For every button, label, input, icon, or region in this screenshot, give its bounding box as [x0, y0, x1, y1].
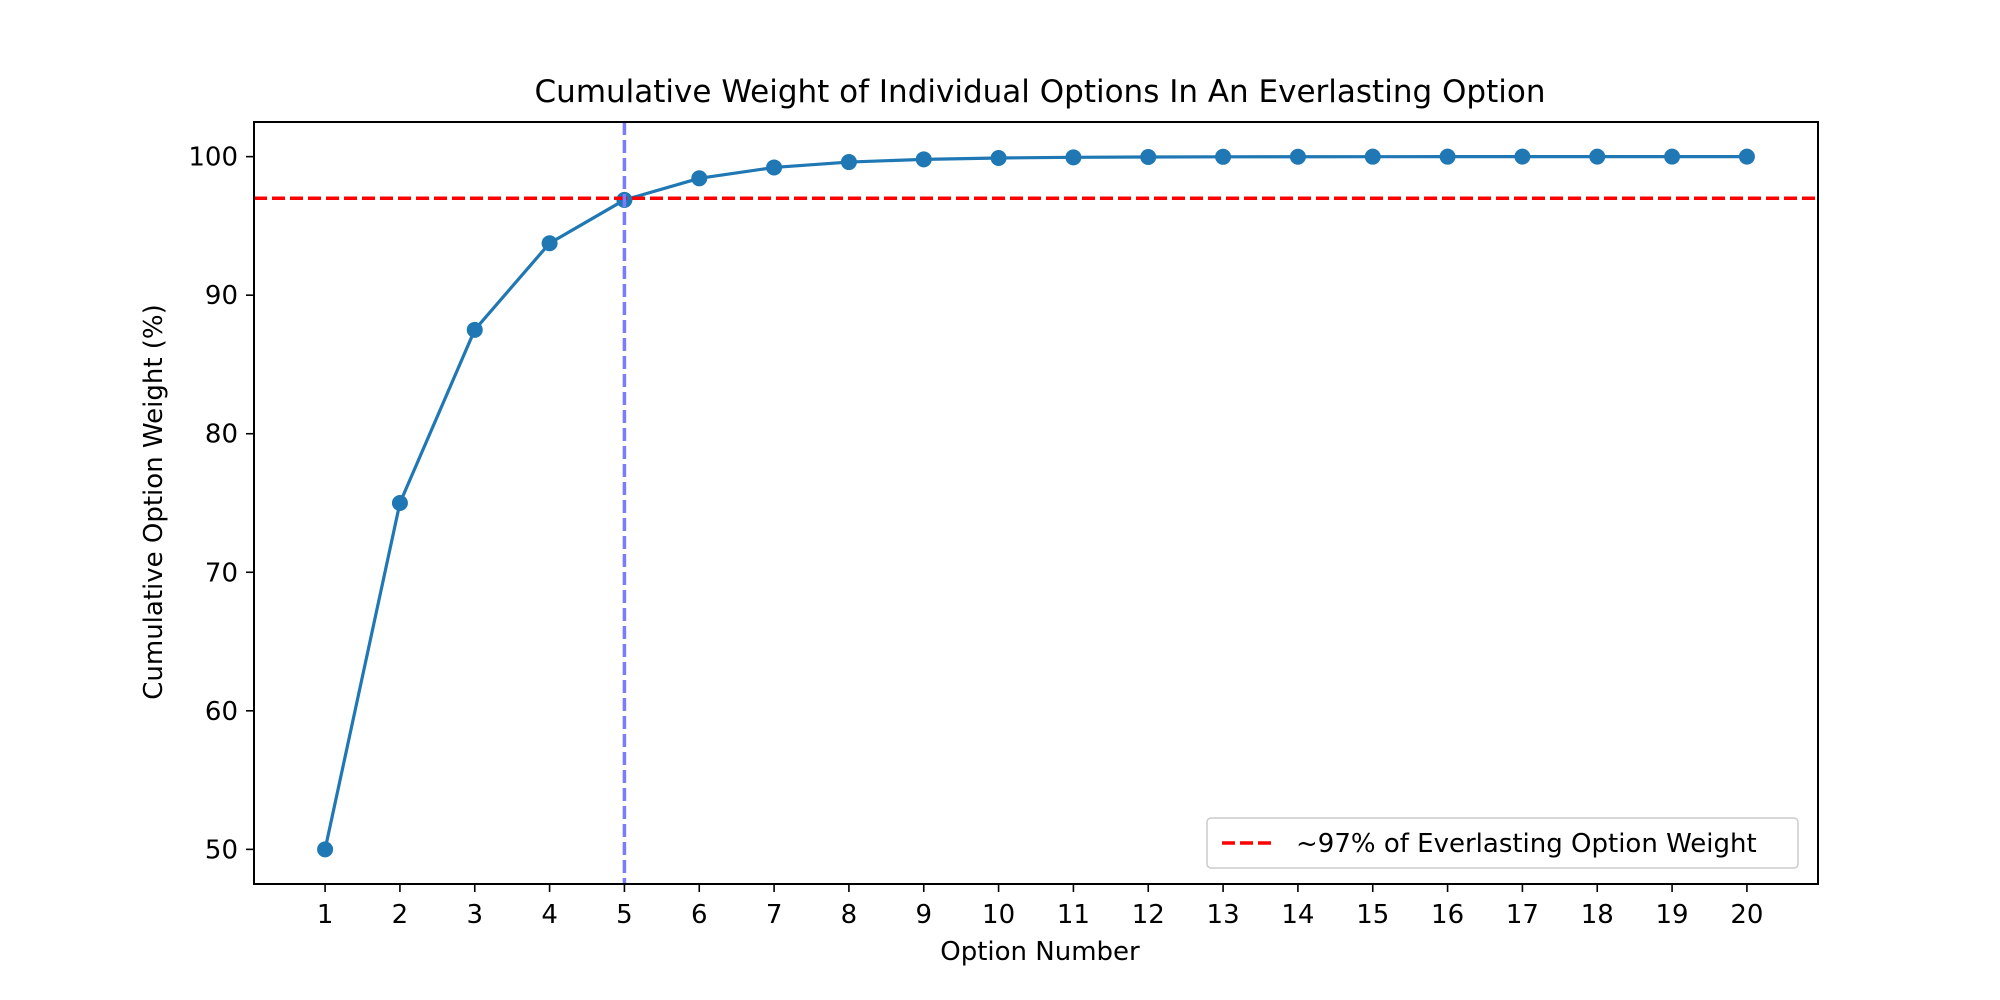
- data-point: [1215, 148, 1232, 165]
- x-tick-label: 1: [317, 900, 334, 930]
- data-point: [1664, 148, 1681, 165]
- data-point: [840, 154, 857, 171]
- x-tick-label: 5: [616, 900, 633, 930]
- x-tick-label: 3: [466, 900, 483, 930]
- data-point: [1589, 148, 1606, 165]
- y-tick-label: 60: [205, 697, 238, 727]
- series-line: [323, 155, 1747, 850]
- y-tick-label: 80: [205, 420, 238, 450]
- x-tick-label: 4: [541, 900, 558, 930]
- x-tick-label: 15: [1356, 900, 1389, 930]
- data-point: [466, 321, 483, 338]
- x-tick-label: 8: [841, 900, 858, 930]
- data-point: [1289, 148, 1306, 165]
- x-tick-label: 17: [1506, 900, 1539, 930]
- data-point: [317, 841, 334, 858]
- data-point: [1439, 148, 1456, 165]
- chart-title: Cumulative Weight of Individual Options …: [535, 74, 1546, 110]
- x-tick-label: 16: [1431, 900, 1464, 930]
- x-tick-label: 6: [691, 900, 708, 930]
- data-point: [766, 159, 783, 176]
- data-point: [1514, 148, 1531, 165]
- axes-frame: [253, 121, 1819, 885]
- y-tick-label: 50: [205, 835, 238, 865]
- data-point: [691, 170, 708, 187]
- plot-area: 1 2 3 4 5 6 7 8 9 10 11 12 13 14 15 16 17 18 19 20506070809…: [188, 121, 1819, 930]
- x-tick-label: 7: [766, 900, 783, 930]
- data-point: [1140, 148, 1157, 165]
- data-point: [541, 235, 558, 252]
- x-tick-label: 11: [1057, 900, 1090, 930]
- x-tick-label: 13: [1207, 900, 1240, 930]
- y-axis-label: Cumulative Option Weight (%): [139, 304, 169, 700]
- y-tick-label: 70: [205, 558, 238, 588]
- y-tick-label: 90: [205, 281, 238, 311]
- x-tick-label: 10: [982, 900, 1015, 930]
- y-tick-label: 100: [188, 143, 238, 173]
- data-point: [1364, 148, 1381, 165]
- x-tick-label: 9: [915, 900, 932, 930]
- x-tick-label: 18: [1581, 900, 1614, 930]
- data-point: [915, 151, 932, 168]
- x-tick-label: 12: [1132, 900, 1165, 930]
- data-point: [1738, 148, 1755, 165]
- data-point: [990, 149, 1007, 166]
- x-tick-label: 14: [1281, 900, 1314, 930]
- x-tick-label: 20: [1730, 900, 1763, 930]
- x-tick-label: 19: [1656, 900, 1689, 930]
- legend: ~97% of Everlasting Option Weight: [1206, 817, 1799, 869]
- data-point: [1065, 149, 1082, 166]
- data-point: [391, 495, 408, 511]
- legend-box: [1206, 817, 1799, 869]
- x-tick-label: 2: [392, 900, 409, 930]
- legend-label: ~97% of Everlasting Option Weight: [1296, 829, 1757, 859]
- x-axis-label: Option Number: [940, 937, 1140, 967]
